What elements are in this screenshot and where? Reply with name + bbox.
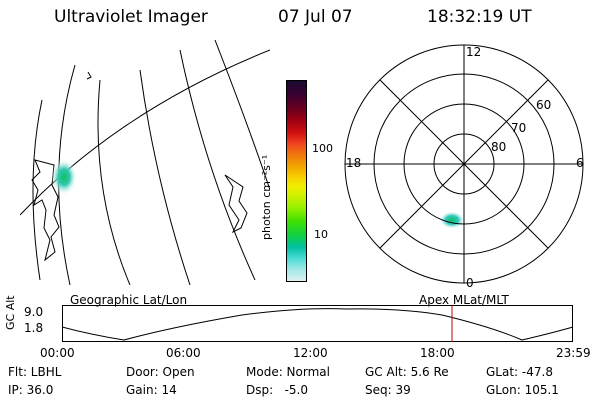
- geographic-map: [20, 40, 270, 285]
- coastline: [224, 174, 248, 234]
- meridian-line: [179, 49, 256, 281]
- polar-plot: [344, 44, 584, 284]
- seq-info: Seq: 39: [365, 383, 411, 397]
- date-label: 07 Jul 07: [278, 7, 353, 27]
- meridian-line: [214, 40, 270, 191]
- gain-info: Gain: 14: [126, 383, 177, 397]
- aurora-emission: [439, 211, 465, 229]
- polar-caption: Apex MLat/MLT: [419, 293, 509, 307]
- altitude-strip-plot: [62, 305, 574, 342]
- meridian-line: [139, 69, 191, 285]
- altitude-axis-title: GC Alt: [4, 295, 17, 330]
- altitude-curve: [62, 308, 574, 341]
- time-tick-1800: 18:00: [420, 346, 455, 360]
- colorbar-unit-label: photon cm⁻²s⁻¹: [260, 154, 273, 240]
- mlt-label-18: 18: [346, 156, 362, 170]
- meridian-line: [97, 79, 131, 285]
- coastline: [31, 159, 60, 262]
- map-caption: Geographic Lat/Lon: [70, 293, 188, 307]
- meridian-line: [32, 99, 43, 281]
- door-info: Door: Open: [126, 365, 195, 379]
- altitude-min-label: 1.8: [24, 321, 44, 335]
- intensity-colorbar: [286, 80, 307, 282]
- aurora-emission: [51, 159, 77, 195]
- ip-info: IP: 36.0: [8, 383, 54, 397]
- lat-label-70: 70: [511, 121, 527, 135]
- mlt-label-12: 12: [466, 45, 482, 59]
- parallel-line: [20, 49, 270, 216]
- time-tick-2359: 23:59: [556, 346, 591, 360]
- mlt-label-0: 0: [466, 276, 474, 290]
- lat-label-60: 60: [536, 98, 552, 112]
- coastline: [86, 71, 92, 80]
- colorbar-tick-100: 100: [312, 142, 333, 155]
- mlt-line: [379, 79, 549, 249]
- mode-info: Mode: Normal: [246, 365, 330, 379]
- filter-info: Flt: LBHL: [8, 365, 62, 379]
- mlt-label-6: 6: [576, 156, 584, 170]
- time-tick-0600: 06:00: [166, 346, 201, 360]
- glon-info: GLon: 105.1: [486, 383, 559, 397]
- time-tick-0000: 00:00: [40, 346, 75, 360]
- strip-frame: [62, 305, 573, 342]
- lat-label-80: 80: [491, 140, 507, 154]
- gc-alt-info: GC Alt: 5.6 Re: [365, 365, 449, 379]
- time-tick-1200: 12:00: [293, 346, 328, 360]
- colorbar-tick-10: 10: [314, 228, 328, 241]
- dsp-info: Dsp: -5.0: [246, 383, 309, 397]
- altitude-max-label: 9.0: [24, 305, 44, 319]
- time-label: 18:32:19 UT: [427, 7, 532, 27]
- glat-info: GLat: -47.8: [486, 365, 553, 379]
- app-title: Ultraviolet Imager: [54, 7, 208, 27]
